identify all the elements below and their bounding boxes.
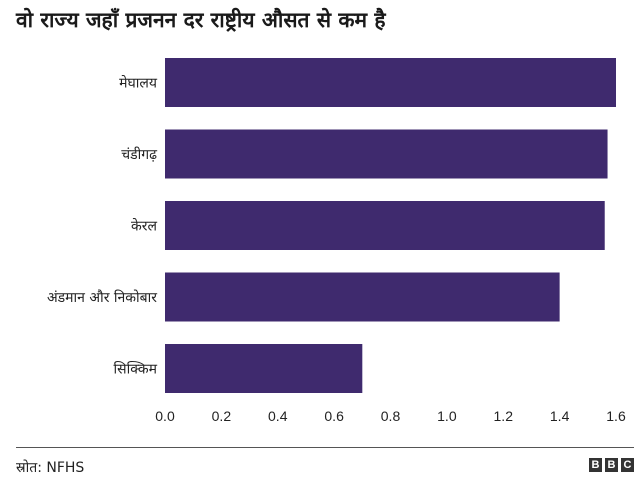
- bbc-logo-letter: B: [605, 458, 618, 472]
- category-label: मेघालय: [119, 75, 158, 92]
- bar: [165, 58, 616, 107]
- bar: [165, 272, 560, 322]
- x-tick-label: 0.4: [268, 408, 288, 424]
- x-tick-label: 0.0: [155, 408, 175, 424]
- category-label: अंडमान और निकोबार: [47, 289, 157, 306]
- bar-chart: मेघालय चंडीगढ़ केरल अंडमान और निकोबार सिक्कि…: [47, 58, 626, 424]
- category-label: चंडीगढ़: [121, 146, 158, 163]
- x-tick-label: 1.0: [437, 408, 457, 424]
- chart-title: वो राज्य जहाँ प्रजनन दर राष्ट्रीय औसत से…: [16, 8, 386, 32]
- category-label: केरल: [131, 218, 157, 235]
- category-label: सिक्किम: [114, 361, 158, 378]
- x-tick-label: 1.4: [550, 408, 570, 424]
- bbc-logo-letter: C: [621, 458, 634, 472]
- bbc-logo-letter: B: [589, 458, 602, 472]
- source-note: स्रोत: NFHS: [16, 460, 85, 476]
- bar: [165, 129, 608, 179]
- x-tick-label: 1.2: [494, 408, 514, 424]
- x-tick-label: 0.8: [381, 408, 401, 424]
- footer-divider: [16, 447, 634, 448]
- x-tick-label: 0.2: [212, 408, 232, 424]
- bar: [165, 201, 605, 250]
- bar: [165, 344, 363, 393]
- x-tick-label: 1.6: [606, 408, 626, 424]
- x-tick-label: 0.6: [324, 408, 344, 424]
